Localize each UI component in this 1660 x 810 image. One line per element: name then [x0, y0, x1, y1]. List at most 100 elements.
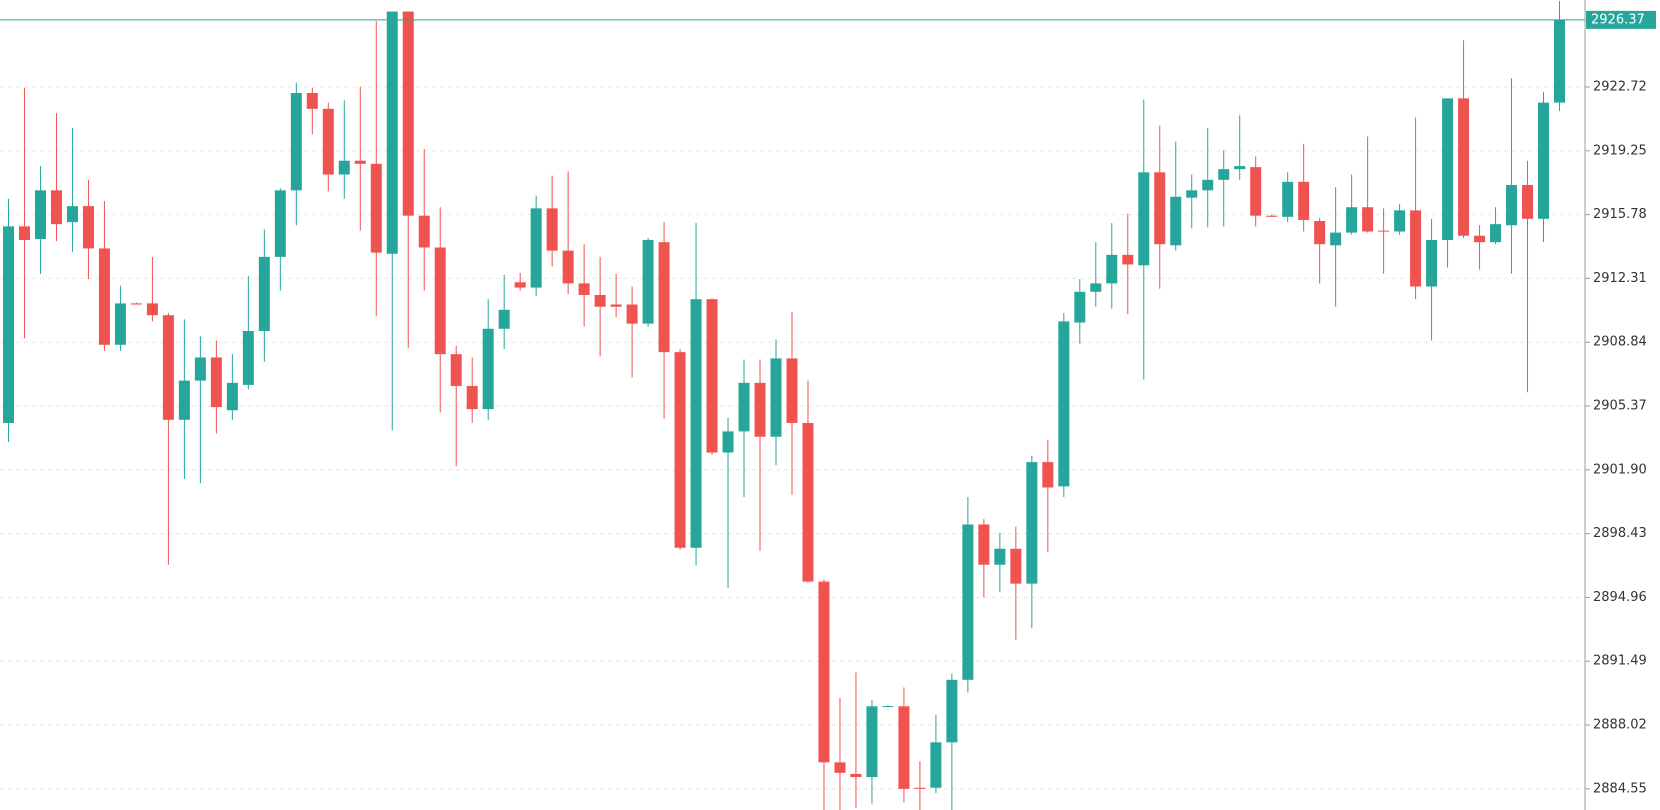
candle-body	[738, 382, 750, 432]
candle-body	[978, 524, 990, 565]
candle-body	[1474, 235, 1486, 243]
candle-body	[658, 242, 670, 353]
candle-body	[1538, 102, 1550, 219]
candle-body	[1138, 172, 1150, 266]
candle-body	[754, 382, 766, 437]
candle-body	[98, 248, 110, 345]
candle-body	[418, 215, 430, 248]
candle-body	[674, 352, 686, 548]
y-tick-label: 2888.02	[1593, 718, 1647, 733]
candle-body	[258, 256, 270, 331]
y-tick-label: 2891.49	[1593, 654, 1647, 669]
y-tick-label: 2898.43	[1593, 526, 1647, 541]
candle-body	[1506, 184, 1518, 226]
candle-body	[850, 773, 862, 778]
y-tick-label: 2905.37	[1593, 399, 1647, 414]
candle-body	[162, 315, 174, 420]
candle-body	[1554, 19, 1565, 103]
candle-body	[82, 206, 94, 249]
candle-body	[1026, 462, 1038, 584]
candle-body	[786, 358, 798, 423]
candle-body	[290, 93, 302, 191]
candle-body	[114, 303, 126, 345]
y-tick-label: 2922.72	[1593, 79, 1647, 94]
candle-body	[578, 283, 590, 295]
candle-body	[242, 330, 254, 385]
candle-body	[1522, 184, 1534, 219]
candle-body	[1282, 181, 1294, 217]
candle-body	[1250, 167, 1262, 216]
candle-body	[322, 108, 334, 175]
candle-body	[226, 382, 238, 411]
candle-body	[514, 282, 526, 288]
candle-body	[274, 190, 286, 257]
candle-body	[66, 206, 78, 223]
candle-body	[626, 304, 638, 324]
candle-body	[1458, 98, 1470, 236]
candle-body	[338, 160, 350, 175]
candle-body	[466, 385, 478, 410]
candle-body	[434, 247, 446, 355]
candle-body	[1426, 239, 1438, 287]
candle-body	[1058, 321, 1070, 487]
grid	[0, 86, 1585, 790]
candle-body	[1234, 166, 1246, 170]
candle-body	[1346, 207, 1358, 233]
candle-body	[1490, 224, 1502, 243]
candle-body	[722, 431, 734, 453]
candle-body	[498, 309, 510, 329]
candle-body	[690, 299, 702, 548]
candle-body	[834, 762, 846, 773]
candle-body	[546, 208, 558, 251]
candle-body	[1218, 169, 1230, 180]
candle-body	[1090, 283, 1102, 292]
candle-body	[1330, 232, 1342, 246]
candle-body	[610, 304, 622, 307]
candle-body	[50, 190, 62, 225]
candle-body	[1170, 196, 1182, 246]
candle-body	[1122, 254, 1134, 265]
candle-body	[18, 226, 30, 240]
y-tick-label: 2901.90	[1593, 462, 1647, 477]
candle-body	[3, 226, 14, 423]
candle-body	[450, 354, 462, 386]
y-tick-label: 2912.31	[1593, 271, 1647, 286]
candle-body	[34, 190, 46, 240]
candle-body	[1074, 291, 1086, 323]
candle-body	[1154, 172, 1166, 245]
candle-body	[306, 93, 318, 109]
candle-body	[1314, 221, 1326, 245]
candle-body	[1298, 181, 1310, 220]
candle-body	[530, 208, 542, 288]
candle-body	[898, 706, 910, 789]
y-tick-label: 2894.96	[1593, 590, 1647, 605]
candle-body	[562, 250, 574, 284]
axis-labels: 2884.55 2888.02 2891.49 2894.96 2898.43 2901.…	[1585, 10, 1656, 796]
candle-body	[1362, 207, 1374, 232]
candle-body	[178, 380, 190, 420]
candle-body	[370, 163, 382, 253]
candle-body	[1106, 254, 1118, 284]
candle-body	[962, 524, 974, 680]
candle-body	[194, 357, 206, 381]
candle-body	[818, 581, 830, 763]
candle-body	[642, 239, 654, 324]
candle-body	[866, 706, 878, 778]
candle-body	[930, 742, 942, 788]
candle-body	[802, 422, 814, 582]
candle-body	[386, 11, 398, 254]
candle-body	[1266, 215, 1278, 217]
candle-body	[1410, 210, 1422, 287]
candle-body	[146, 303, 158, 316]
candle-body	[882, 706, 894, 708]
candle-body	[1378, 230, 1390, 232]
candle-body	[1042, 462, 1054, 488]
candle-body	[994, 548, 1006, 565]
candle-body	[1186, 190, 1198, 198]
candle-body	[914, 787, 926, 789]
candle-body	[130, 303, 142, 305]
candle-body	[482, 328, 494, 410]
candle-body	[354, 160, 366, 164]
candles	[0, 0, 1585, 810]
